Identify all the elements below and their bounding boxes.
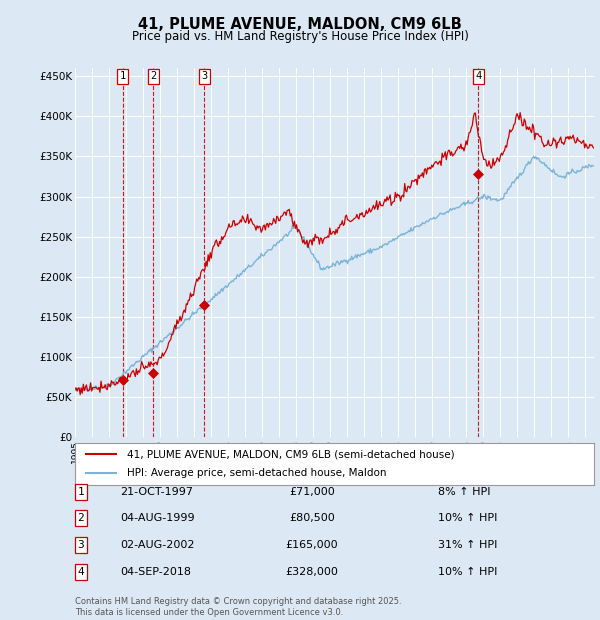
Text: 4: 4	[77, 567, 85, 577]
Text: 8% ↑ HPI: 8% ↑ HPI	[438, 487, 491, 497]
Text: 21-OCT-1997: 21-OCT-1997	[120, 487, 193, 497]
Text: 41, PLUME AVENUE, MALDON, CM9 6LB (semi-detached house): 41, PLUME AVENUE, MALDON, CM9 6LB (semi-…	[127, 449, 455, 459]
Text: £165,000: £165,000	[286, 540, 338, 550]
Text: 3: 3	[77, 540, 85, 550]
Text: 1: 1	[77, 487, 85, 497]
Text: HPI: Average price, semi-detached house, Maldon: HPI: Average price, semi-detached house,…	[127, 469, 386, 479]
Text: £328,000: £328,000	[286, 567, 338, 577]
Text: 04-SEP-2018: 04-SEP-2018	[120, 567, 191, 577]
Text: 02-AUG-2002: 02-AUG-2002	[120, 540, 194, 550]
Text: 31% ↑ HPI: 31% ↑ HPI	[438, 540, 497, 550]
Text: 04-AUG-1999: 04-AUG-1999	[120, 513, 194, 523]
Text: 10% ↑ HPI: 10% ↑ HPI	[438, 513, 497, 523]
Text: 2: 2	[150, 71, 157, 81]
Text: Contains HM Land Registry data © Crown copyright and database right 2025.
This d: Contains HM Land Registry data © Crown c…	[75, 598, 401, 617]
Text: 1: 1	[119, 71, 126, 81]
Text: 41, PLUME AVENUE, MALDON, CM9 6LB: 41, PLUME AVENUE, MALDON, CM9 6LB	[138, 17, 462, 32]
Text: 2: 2	[77, 513, 85, 523]
Text: Price paid vs. HM Land Registry's House Price Index (HPI): Price paid vs. HM Land Registry's House …	[131, 30, 469, 43]
Text: 3: 3	[201, 71, 208, 81]
Text: £71,000: £71,000	[289, 487, 335, 497]
Text: 10% ↑ HPI: 10% ↑ HPI	[438, 567, 497, 577]
Text: £80,500: £80,500	[289, 513, 335, 523]
Text: 4: 4	[475, 71, 481, 81]
